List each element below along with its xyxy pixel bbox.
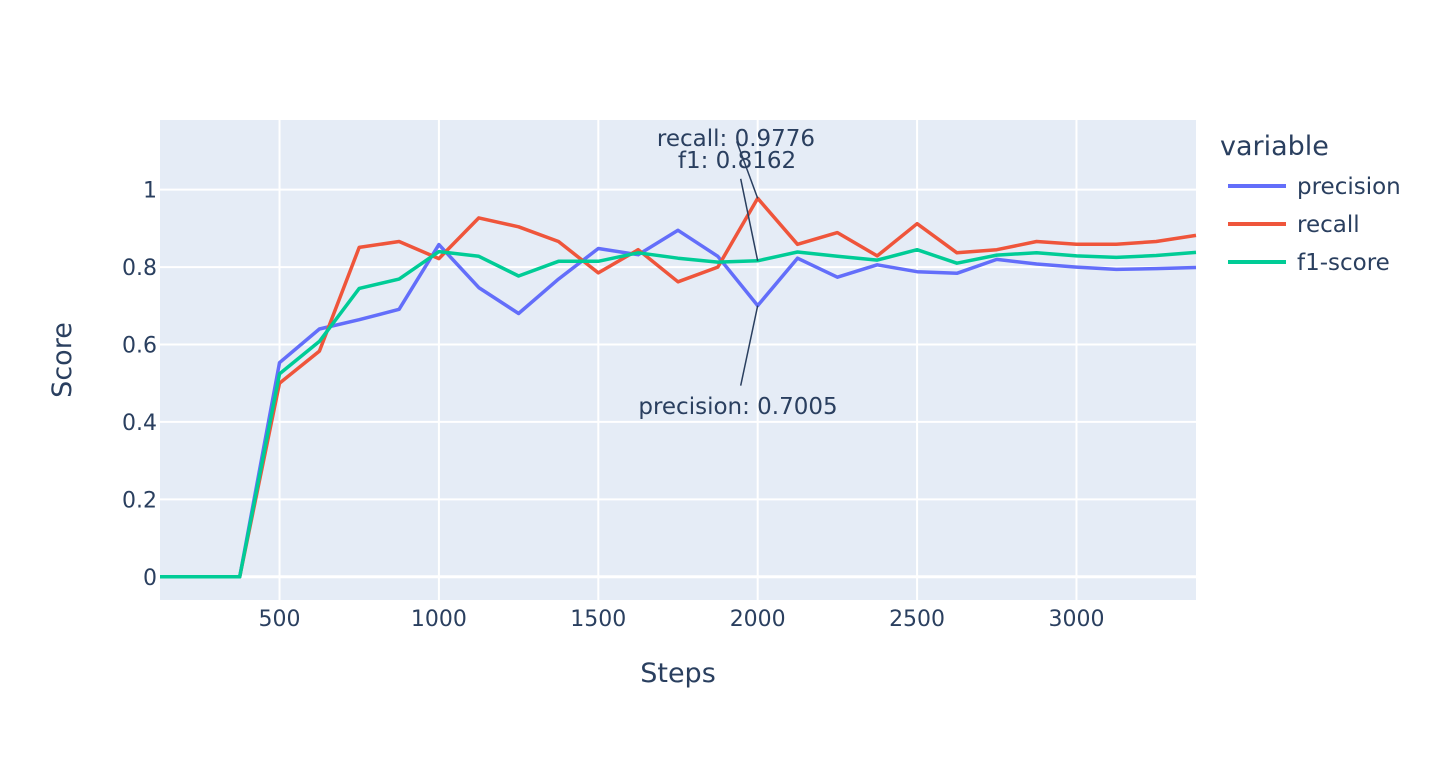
- legend[interactable]: variable precision recall f1-score: [1220, 131, 1401, 276]
- gridlines: [160, 120, 1196, 600]
- y-tick-label: 0.4: [122, 411, 157, 436]
- y-axis-title: Score: [47, 322, 78, 398]
- series-line-recall: [160, 196, 1197, 579]
- annotation-label: recall: 0.9776: [657, 126, 815, 152]
- legend-label: recall: [1297, 212, 1360, 238]
- legend-title: variable: [1220, 131, 1329, 162]
- series-line-f1-score: [160, 247, 1197, 579]
- y-tick-label: 1: [143, 179, 157, 204]
- x-axis-ticks: 500 1000 1500 2000 2500 3000: [259, 607, 1105, 632]
- plot-area: [160, 120, 1196, 600]
- series-lines: [160, 196, 1197, 579]
- y-tick-label: 0.6: [122, 334, 157, 359]
- legend-label: f1-score: [1297, 250, 1390, 276]
- y-axis-ticks: 0 0.2 0.4 0.6 0.8 1: [122, 179, 157, 591]
- x-axis-title: Steps: [640, 658, 716, 689]
- x-tick-label: 3000: [1048, 607, 1104, 632]
- annotation-label: precision: 0.7005: [638, 394, 837, 420]
- legend-label: precision: [1297, 174, 1401, 200]
- annotation-arrow: [739, 178, 759, 261]
- legend-item-precision[interactable]: precision: [1228, 174, 1401, 200]
- y-tick-label: 0.8: [122, 256, 157, 281]
- x-tick-label: 2500: [889, 607, 945, 632]
- y-tick-label: 0: [143, 566, 157, 591]
- x-tick-label: 2000: [730, 607, 786, 632]
- annotation-label: f1: 0.8162: [678, 148, 796, 174]
- legend-item-f1-score[interactable]: f1-score: [1228, 250, 1390, 276]
- annotation-arrow: [735, 141, 759, 199]
- y-tick-label: 0.2: [122, 488, 157, 513]
- x-tick-label: 500: [259, 607, 301, 632]
- legend-item-recall[interactable]: recall: [1228, 212, 1360, 238]
- annotation-arrow: [739, 305, 759, 386]
- x-tick-label: 1500: [570, 607, 626, 632]
- x-tick-label: 1000: [411, 607, 467, 632]
